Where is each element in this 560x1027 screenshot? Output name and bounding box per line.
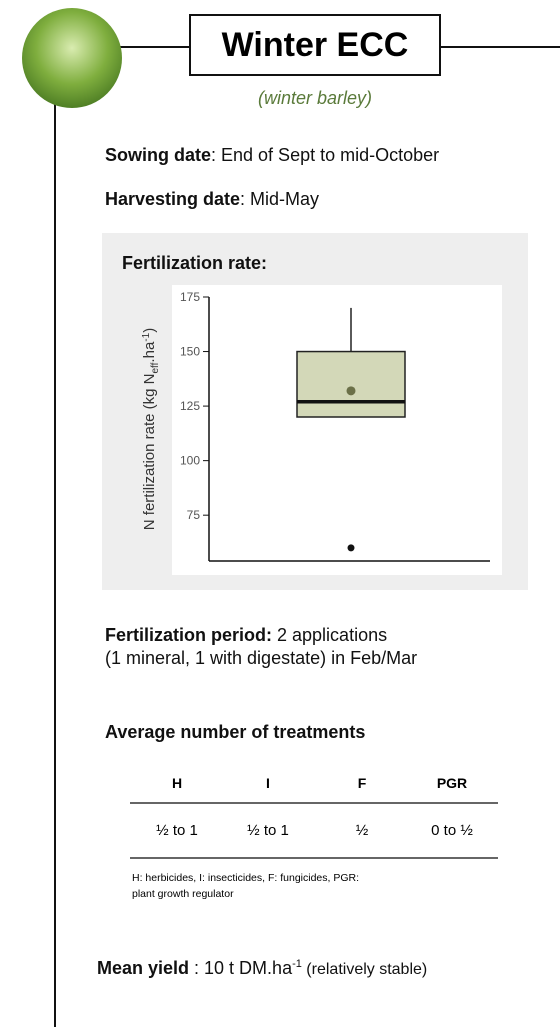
box-plot: 75 100 125 150 175 N fertilization rate (kg N… [141,290,490,562]
label: Harvesting date [105,189,241,209]
y-tick-label: 150 [180,345,200,359]
text: : 10 t DM.ha [189,958,293,978]
harvesting: Harvesting date: Mid-May [105,189,319,210]
box [296,350,406,418]
outlier [347,544,355,552]
label: Mean yield [97,958,190,978]
label-part: .ha [141,341,158,363]
barley-photo [22,8,122,108]
table-cell: 0 to ½ [431,822,473,839]
y-tick-label: 175 [180,290,200,304]
footnote: H: herbicides, I: insecticides, F: fungi… [132,872,360,884]
label-part: -1 [141,332,152,341]
text: : End of Sept to mid-October [211,145,440,165]
y-axis-label: N fertilization rate (kg Neff.ha-1) [141,328,161,530]
title: Winter ECC [221,26,409,64]
table-cell: ½ [355,822,369,839]
table-cell: ½ to 1 [156,822,198,839]
y-tick-label: 100 [180,454,200,468]
subtitle: (winter barley) [257,88,373,108]
table-header: PGR [436,775,468,791]
label-part: N fertilization rate (kg N [141,373,158,530]
label-part: ) [141,328,158,333]
superscript: -1 [292,958,302,970]
y-tick-label: 125 [180,399,200,413]
text: : Mid-May [240,189,320,209]
note: (relatively stable) [301,961,428,978]
label-part: eff [150,362,161,373]
plot-area [172,285,502,575]
label: Fertilization period: [105,625,273,645]
text: 2 applications [272,625,388,645]
label: Sowing date [105,145,212,165]
table-header: F [357,775,367,791]
table-header: I [266,775,270,791]
fertilization-period: Fertilization period: 2 applications [105,625,387,646]
treatments-title: Average number of treatments [105,722,366,742]
table-cell: ½ to 1 [247,822,289,839]
sowing: Sowing date: End of Sept to mid-October [105,145,439,166]
y-tick-label: 75 [187,508,201,522]
chart-title: Fertilization rate: [122,253,268,273]
title-box [189,14,441,76]
fertilization-period: (1 mineral, 1 with digestate) in Feb/Mar [105,648,418,668]
footnote: plant growth regulator [132,888,234,900]
mean-yield: Mean yield : 10 t DM.ha-1 (relatively st… [97,958,427,979]
table-header: H [171,775,183,791]
mean [346,386,356,396]
